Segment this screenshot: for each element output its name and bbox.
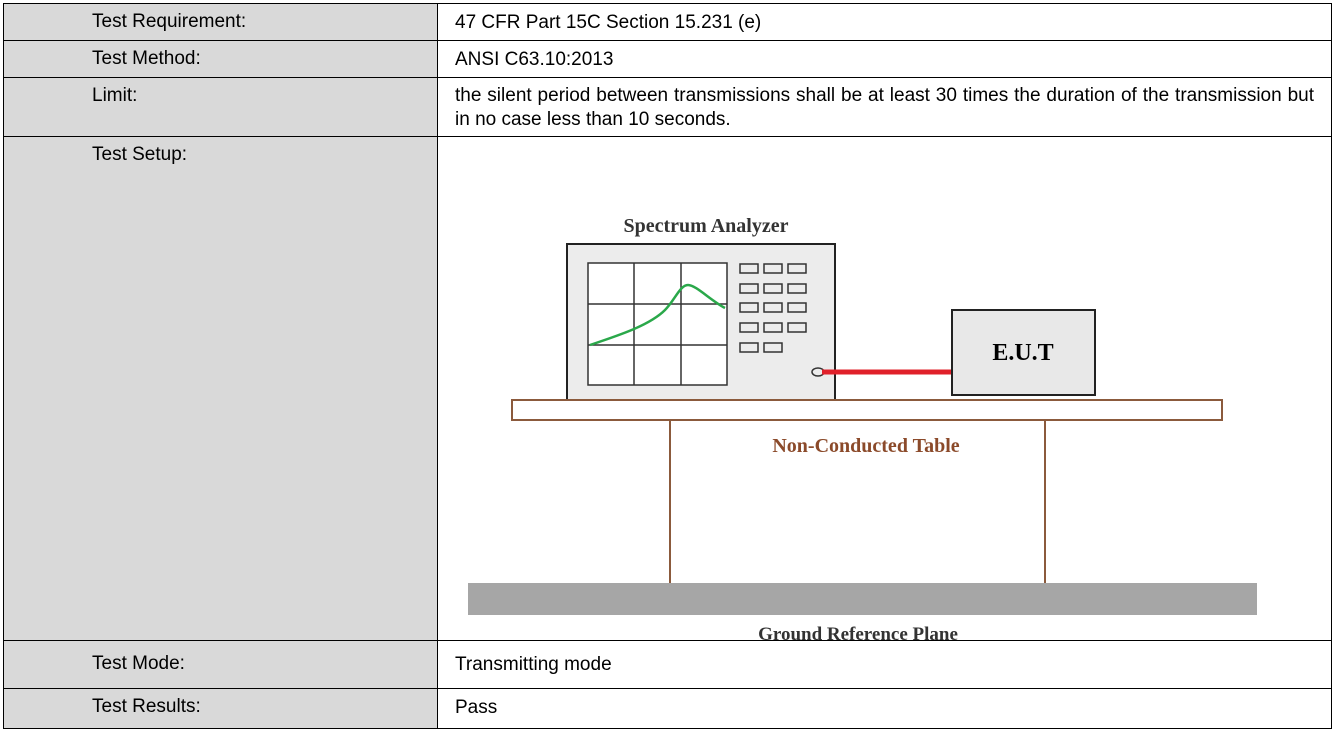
table-top (511, 399, 1223, 421)
table-label: Non-Conducted Table (772, 435, 959, 457)
analyzer-label: Spectrum Analyzer (624, 215, 789, 237)
analyzer-buttons (739, 263, 825, 377)
analyzer-screen (587, 262, 728, 386)
value-cell: Pass (437, 688, 1332, 729)
eut-label: E.U.T (992, 340, 1053, 366)
ground-label: Ground Reference Plane (758, 624, 958, 645)
label-cell: Test Setup: (3, 136, 438, 641)
screen-grid (588, 263, 727, 385)
label-cell: Test Requirement: (3, 3, 438, 41)
eut-box (951, 309, 1096, 396)
label-cell: Test Results: (3, 688, 438, 729)
ground-plane (468, 583, 1257, 615)
spectrum-trace (589, 283, 726, 347)
label-cell: Test Mode: (3, 640, 438, 689)
table-legs (669, 420, 1046, 583)
